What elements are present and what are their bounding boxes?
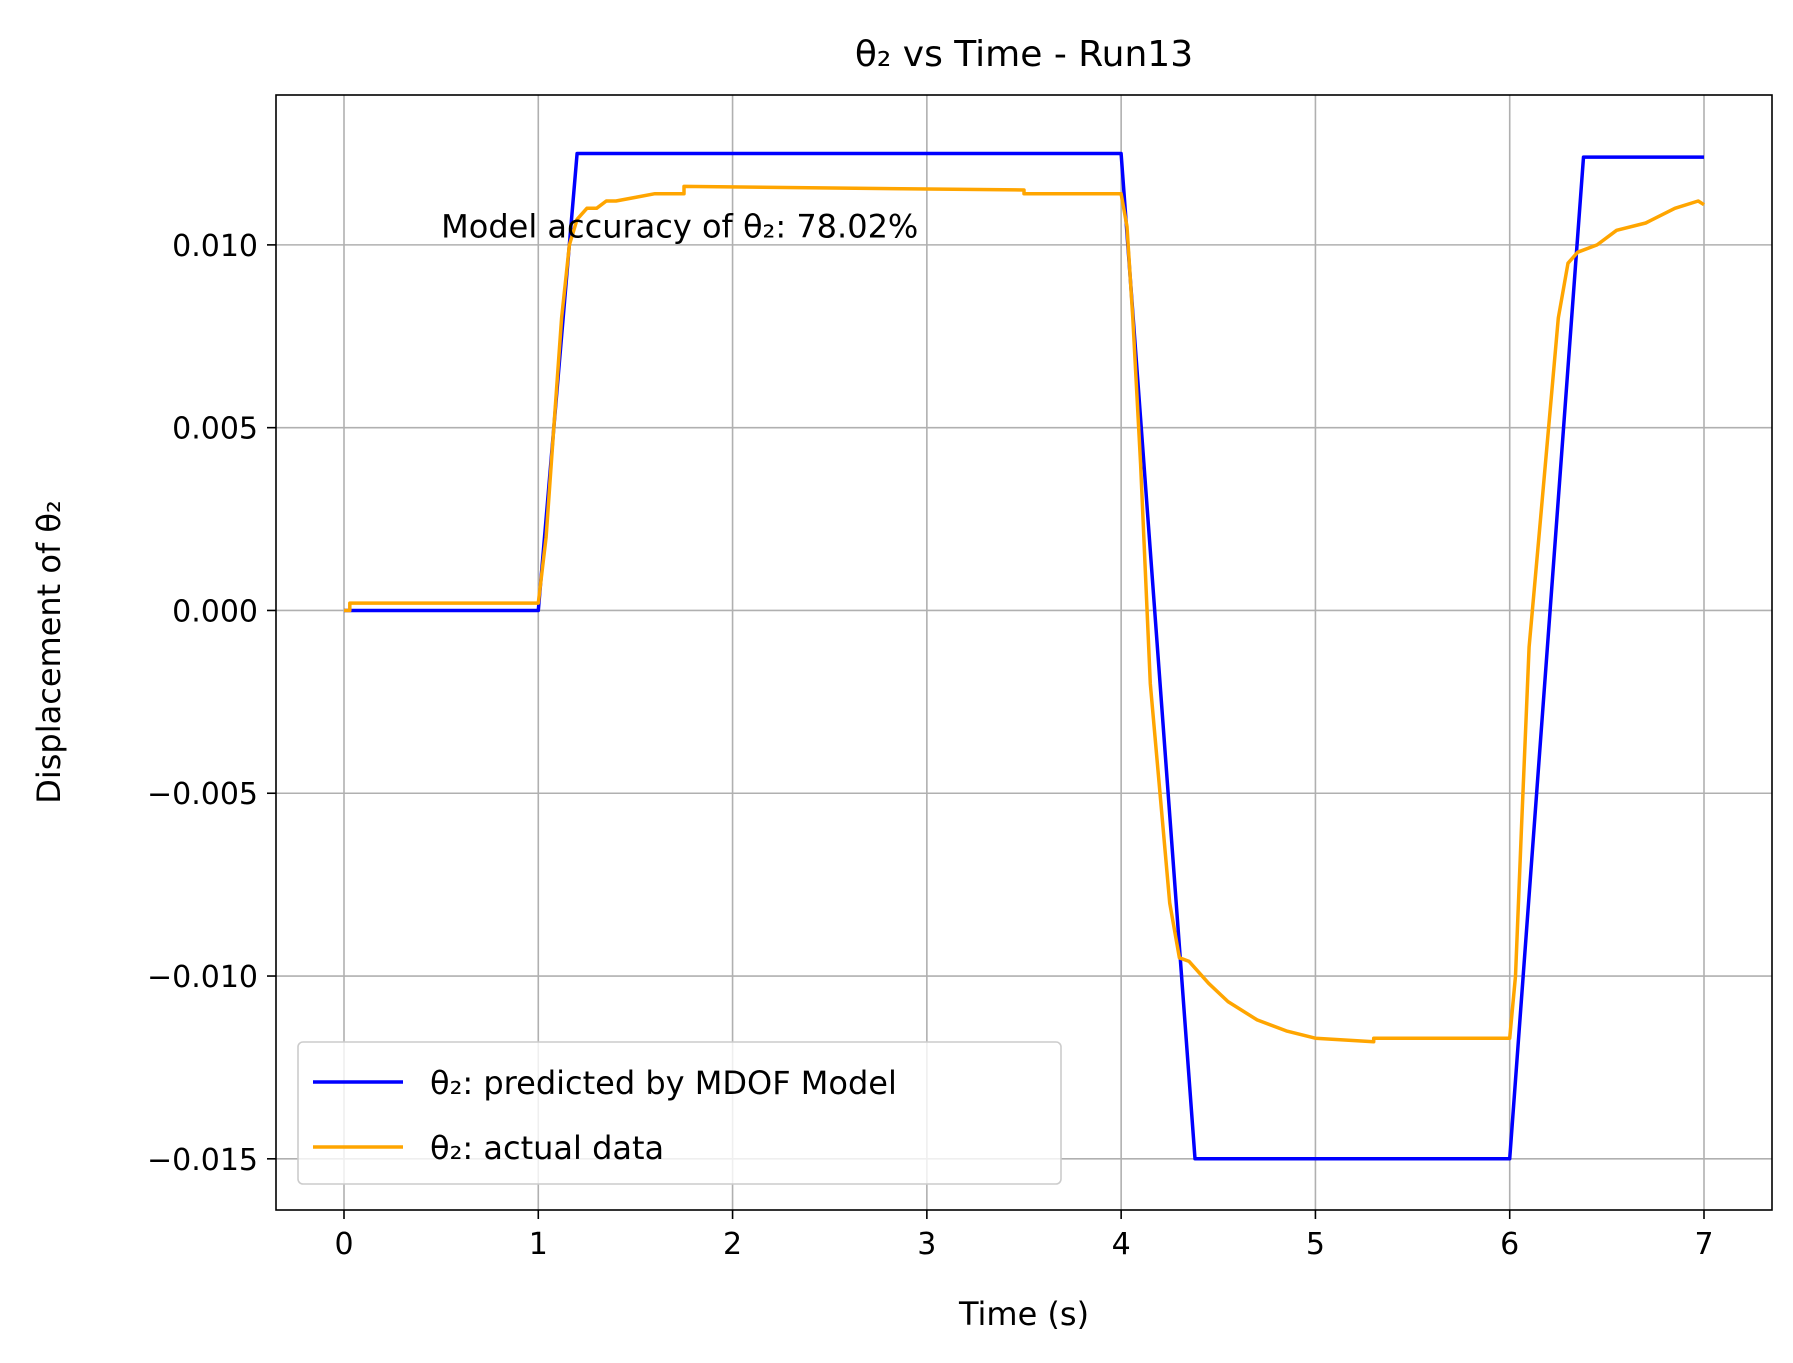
series-line-actual [344,184,1705,1044]
x-axis-label: Time (s) [958,1295,1089,1333]
legend-box [297,1041,1062,1185]
x-tick-label: 4 [1112,1227,1131,1262]
plot-area-background [276,95,1772,1210]
x-tick-label: 0 [334,1227,353,1262]
x-tick-label: 5 [1306,1227,1325,1262]
x-tick-label: 2 [723,1227,742,1262]
x-tick-label: 1 [529,1227,548,1262]
ticks: 0 1 2 3 4 5 6 7 0.010 0.005 0.000 −0.005 −0.010 −0.01… [147,229,1714,1262]
x-tick-label: 7 [1694,1227,1713,1262]
model-accuracy-annotation: Model accuracy of θ₂: 78.02% [441,208,918,246]
legend-label-actual: θ₂: actual data [430,1129,664,1167]
y-tick-label: 0.010 [172,229,258,264]
y-tick-label: 0.000 [172,594,258,629]
y-tick-label: −0.010 [147,960,258,995]
y-tick-label: −0.015 [147,1143,258,1178]
y-tick-label: −0.005 [147,777,258,812]
x-tick-label: 3 [917,1227,936,1262]
series-group [344,151,1705,1161]
legend: θ₂: predicted by MDOF Model θ₂: actual d… [297,1041,1062,1185]
plot-area-frame [275,94,1773,1211]
chart-title: θ₂ vs Time - Run13 [855,34,1193,75]
legend-label-predicted: θ₂: predicted by MDOF Model [430,1064,897,1102]
x-tick-label: 6 [1500,1227,1519,1262]
y-tick-label: 0.005 [172,412,258,447]
y-axis-label: Displacement of θ₂ [30,500,68,804]
